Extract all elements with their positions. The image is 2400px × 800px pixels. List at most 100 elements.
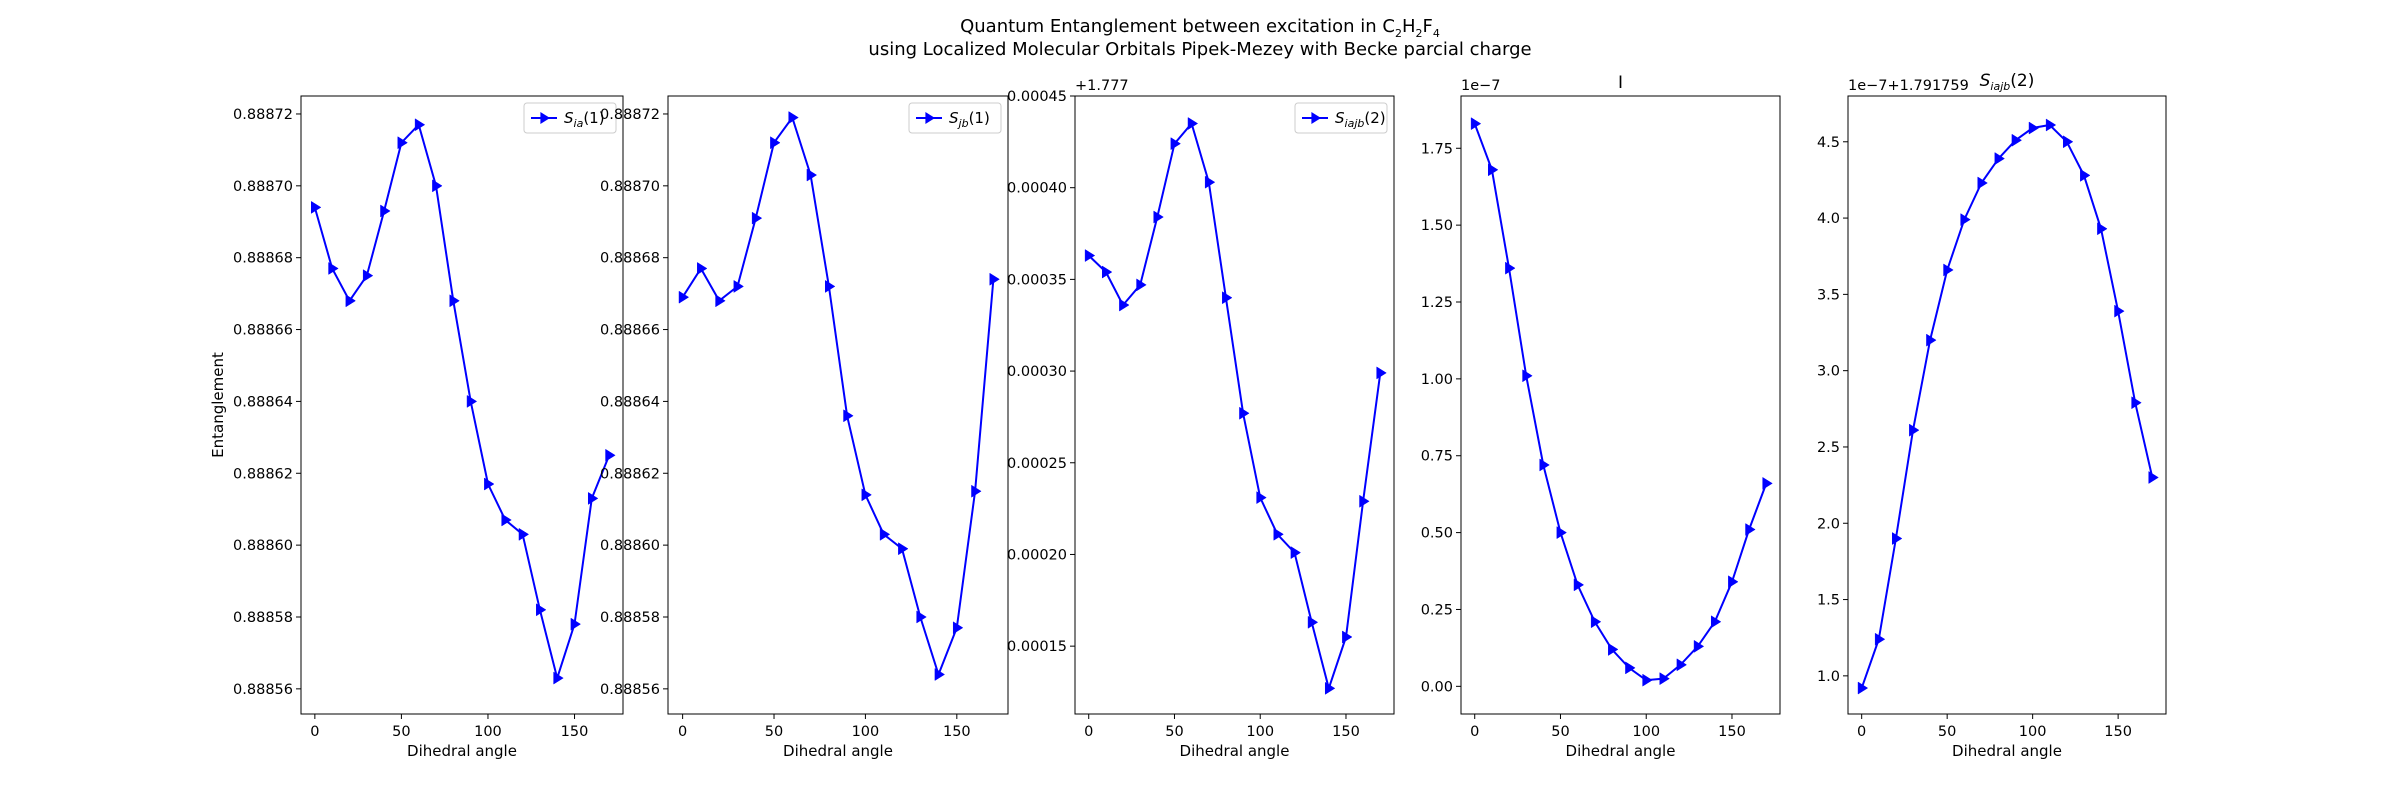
y-tick-label: 0.00035 <box>1007 272 1067 288</box>
y-tick-label: 0.88856 <box>600 682 660 698</box>
y-tick-label: 1.0 <box>1817 669 1840 685</box>
legend: Sjb(1) <box>908 102 1002 134</box>
axes-frame <box>300 95 624 715</box>
x-tick-label: 0 <box>1470 724 1479 740</box>
x-axis-label: Dihedral angle <box>1180 742 1290 760</box>
data-point <box>1909 423 1920 437</box>
data-point <box>2011 133 2023 147</box>
data-point <box>952 621 964 635</box>
y-tick-label: 0.88872 <box>233 107 293 123</box>
data-point <box>432 179 443 193</box>
data-point <box>1239 406 1250 420</box>
data-point <box>1084 249 1096 262</box>
data-point <box>733 279 744 293</box>
data-point <box>484 477 495 491</box>
data-point <box>310 200 322 214</box>
y-tick-label: 0.00015 <box>1007 639 1067 655</box>
series-line <box>681 115 995 678</box>
y-tick-label: 0.88864 <box>233 394 293 410</box>
x-tick-label: 0 <box>1084 724 1093 740</box>
data-point <box>449 294 460 308</box>
subplot-1: 0 50 100 150 0.88856 0.88858 0.88860 0.88862 0.8… <box>209 95 624 760</box>
y-tick-label: 1.50 <box>1421 218 1453 234</box>
data-point <box>2097 222 2108 236</box>
data-point <box>1376 366 1387 380</box>
data-point <box>501 513 512 527</box>
data-point <box>1892 532 1903 545</box>
legend: Siajb(2) <box>1294 102 1388 134</box>
y-tick-label: 0.75 <box>1421 449 1453 465</box>
y-tick-label: 1.75 <box>1421 141 1453 157</box>
series-line <box>1088 121 1382 692</box>
y-tick-label: 4.5 <box>1817 135 1840 151</box>
y-tick-label: 0.88864 <box>600 394 660 410</box>
series-line <box>1860 123 2154 689</box>
data-point <box>1693 639 1705 653</box>
x-tick-label: 100 <box>1632 724 1660 740</box>
data-point <box>1505 261 1516 275</box>
data-point <box>570 617 581 631</box>
y-tick-label: 1.25 <box>1421 295 1453 311</box>
x-tick-label: 100 <box>852 724 880 740</box>
data-point <box>1710 615 1722 629</box>
x-axis-label: Dihedral angle <box>783 742 893 760</box>
legend-frame <box>908 102 1002 134</box>
figure-title-line-2: using Localized Molecular Orbitals Pipek… <box>868 39 1531 60</box>
data-point <box>1136 278 1147 292</box>
data-point <box>989 272 1000 286</box>
axis-offset-text: 1e−7 <box>1461 78 1501 94</box>
legend: Sia(1) <box>523 102 617 134</box>
data-point <box>553 671 564 685</box>
data-point <box>380 204 391 218</box>
data-point <box>1324 681 1336 695</box>
y-tick-label: 0.00030 <box>1007 364 1067 380</box>
y-tick-label: 0.88860 <box>600 538 660 554</box>
y-tick-label: 0.88858 <box>233 610 293 626</box>
data-point <box>1290 546 1302 560</box>
x-axis-label: Dihedral angle <box>407 742 517 760</box>
x-tick-label: 150 <box>1332 724 1360 740</box>
data-point <box>2062 135 2074 149</box>
data-point <box>843 409 854 423</box>
data-point <box>587 491 599 505</box>
legend-label: Siajb(2) <box>1335 109 1386 130</box>
data-point <box>2131 396 2142 410</box>
subplot-title: I <box>1618 73 1623 93</box>
data-point <box>1119 298 1130 312</box>
y-tick-label: 0.00045 <box>1007 89 1067 105</box>
data-point <box>1745 523 1756 536</box>
axes-frame <box>1847 95 2167 715</box>
x-tick-label: 150 <box>2104 724 2132 740</box>
data-point <box>1960 213 1971 227</box>
y-axis-label: Entanglement <box>209 352 227 458</box>
subplot-3: 0 50 100 150 0.00015 0.00020 0.00025 0.00030 0.0… <box>1007 78 1395 760</box>
data-point <box>898 542 909 556</box>
x-tick-label: 50 <box>765 724 783 740</box>
data-point <box>328 262 339 275</box>
data-point <box>1187 117 1199 130</box>
y-tick-label: 3.0 <box>1817 364 1840 380</box>
x-tick-label: 0 <box>310 724 319 740</box>
y-tick-label: 0.88862 <box>600 466 660 482</box>
y-tick-label: 0.88870 <box>600 179 660 195</box>
y-tick-label: 0.88858 <box>600 610 660 626</box>
data-point <box>1102 265 1113 279</box>
data-point <box>1642 673 1653 687</box>
legend-frame <box>523 102 617 134</box>
y-tick-label: 0.50 <box>1421 526 1453 542</box>
data-point <box>2114 304 2125 318</box>
series-line <box>313 122 611 682</box>
x-tick-label: 100 <box>474 724 502 740</box>
data-point <box>397 136 408 150</box>
axis-offset-text: +1.777 <box>1075 78 1129 94</box>
data-point <box>934 668 946 681</box>
x-tick-label: 100 <box>1246 724 1274 740</box>
x-tick-label: 0 <box>678 724 687 740</box>
data-point <box>1539 458 1550 472</box>
y-tick-label: 0.88866 <box>600 323 660 339</box>
figure-title-line-1: Quantum Entanglement between excitation … <box>960 16 1440 40</box>
data-point <box>1926 333 1937 347</box>
y-tick-label: 0.88862 <box>233 466 293 482</box>
data-point <box>1342 630 1353 644</box>
